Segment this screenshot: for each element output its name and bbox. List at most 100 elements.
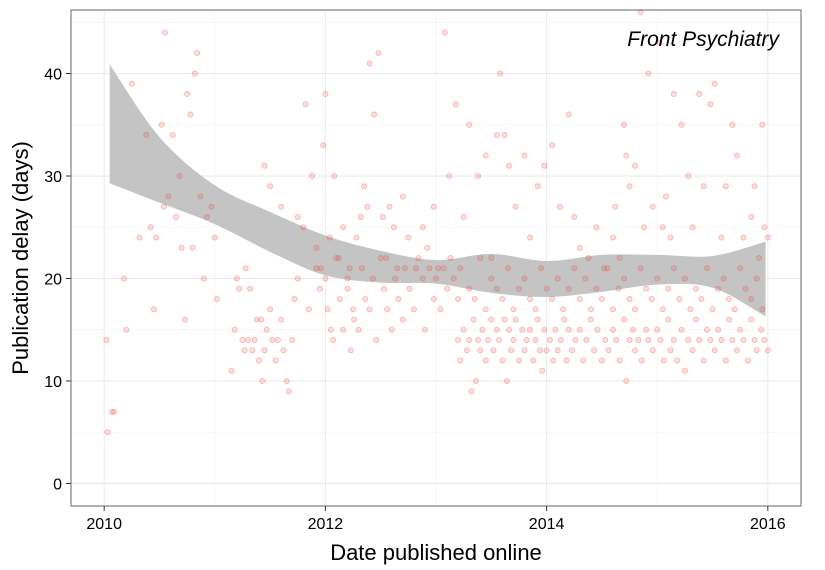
data-point bbox=[291, 295, 298, 302]
data-point bbox=[594, 326, 601, 333]
data-point bbox=[748, 316, 755, 323]
data-point bbox=[550, 357, 557, 364]
data-point bbox=[759, 121, 766, 128]
data-point bbox=[626, 295, 633, 302]
data-point bbox=[761, 224, 768, 231]
data-point bbox=[440, 265, 447, 272]
data-point bbox=[294, 275, 301, 282]
data-point bbox=[753, 347, 760, 354]
data-point bbox=[253, 316, 260, 323]
y-tick-label: 10 bbox=[44, 374, 62, 391]
data-point bbox=[213, 295, 220, 302]
data-point bbox=[538, 265, 545, 272]
data-point bbox=[759, 306, 766, 313]
data-point bbox=[580, 357, 587, 364]
data-point bbox=[384, 306, 391, 313]
smooth-confidence-band bbox=[109, 64, 766, 317]
data-point bbox=[554, 275, 561, 282]
data-point bbox=[455, 336, 462, 343]
data-point bbox=[330, 336, 337, 343]
data-point bbox=[463, 347, 470, 354]
data-point bbox=[361, 183, 368, 190]
data-point bbox=[572, 336, 579, 343]
data-point bbox=[493, 285, 500, 292]
data-point bbox=[687, 306, 694, 313]
data-point bbox=[718, 234, 725, 241]
data-point bbox=[541, 326, 548, 333]
data-point bbox=[111, 408, 118, 415]
x-tick-label: 2010 bbox=[86, 516, 122, 533]
data-point bbox=[493, 326, 500, 333]
data-point bbox=[569, 347, 576, 354]
data-point bbox=[665, 285, 672, 292]
data-point bbox=[435, 265, 442, 272]
data-point bbox=[399, 193, 406, 200]
data-point bbox=[539, 367, 546, 374]
data-point bbox=[497, 70, 504, 77]
data-point bbox=[740, 336, 747, 343]
data-point bbox=[711, 347, 718, 354]
data-point bbox=[541, 162, 548, 169]
data-point bbox=[742, 285, 749, 292]
data-point bbox=[632, 306, 639, 313]
data-point bbox=[707, 336, 714, 343]
data-point bbox=[136, 234, 143, 241]
data-point bbox=[737, 326, 744, 333]
data-point bbox=[665, 316, 672, 323]
data-point bbox=[386, 203, 393, 210]
data-point bbox=[711, 80, 718, 87]
data-point bbox=[604, 265, 611, 272]
data-point bbox=[512, 316, 519, 323]
data-point bbox=[366, 60, 373, 67]
data-point bbox=[715, 285, 722, 292]
data-point bbox=[305, 306, 312, 313]
data-point bbox=[446, 173, 453, 180]
data-point bbox=[274, 336, 281, 343]
data-point bbox=[128, 80, 135, 87]
data-point bbox=[556, 203, 563, 210]
data-point bbox=[470, 316, 477, 323]
data-point bbox=[153, 234, 160, 241]
data-point bbox=[657, 336, 664, 343]
data-point bbox=[722, 357, 729, 364]
data-point bbox=[466, 285, 473, 292]
data-point bbox=[685, 336, 692, 343]
data-point bbox=[194, 50, 201, 57]
x-tick-label: 2014 bbox=[529, 516, 565, 533]
data-point bbox=[482, 152, 489, 159]
data-point bbox=[383, 254, 390, 261]
data-point bbox=[543, 285, 550, 292]
data-point bbox=[160, 203, 167, 210]
data-point bbox=[598, 357, 605, 364]
data-point bbox=[211, 234, 218, 241]
data-point bbox=[241, 347, 248, 354]
data-point bbox=[654, 326, 661, 333]
data-point bbox=[331, 173, 338, 180]
data-point bbox=[521, 152, 528, 159]
data-point bbox=[583, 336, 590, 343]
data-point bbox=[593, 224, 600, 231]
data-point bbox=[536, 347, 543, 354]
data-point bbox=[477, 347, 484, 354]
data-point bbox=[549, 295, 556, 302]
data-point bbox=[523, 336, 530, 343]
data-point bbox=[621, 316, 628, 323]
data-point bbox=[654, 275, 661, 282]
data-point bbox=[399, 316, 406, 323]
data-point bbox=[510, 306, 517, 313]
data-point bbox=[510, 336, 517, 343]
data-point bbox=[419, 275, 426, 282]
data-point bbox=[256, 357, 263, 364]
data-point bbox=[609, 234, 616, 241]
data-point bbox=[549, 142, 556, 149]
data-point bbox=[700, 357, 707, 364]
data-point bbox=[718, 336, 725, 343]
data-point bbox=[490, 347, 497, 354]
data-point bbox=[108, 408, 115, 415]
data-point bbox=[508, 347, 515, 354]
y-tick-label: 0 bbox=[53, 476, 62, 493]
y-tick-label: 30 bbox=[44, 169, 62, 186]
data-point bbox=[477, 254, 484, 261]
data-point bbox=[623, 152, 630, 159]
data-point bbox=[629, 326, 636, 333]
